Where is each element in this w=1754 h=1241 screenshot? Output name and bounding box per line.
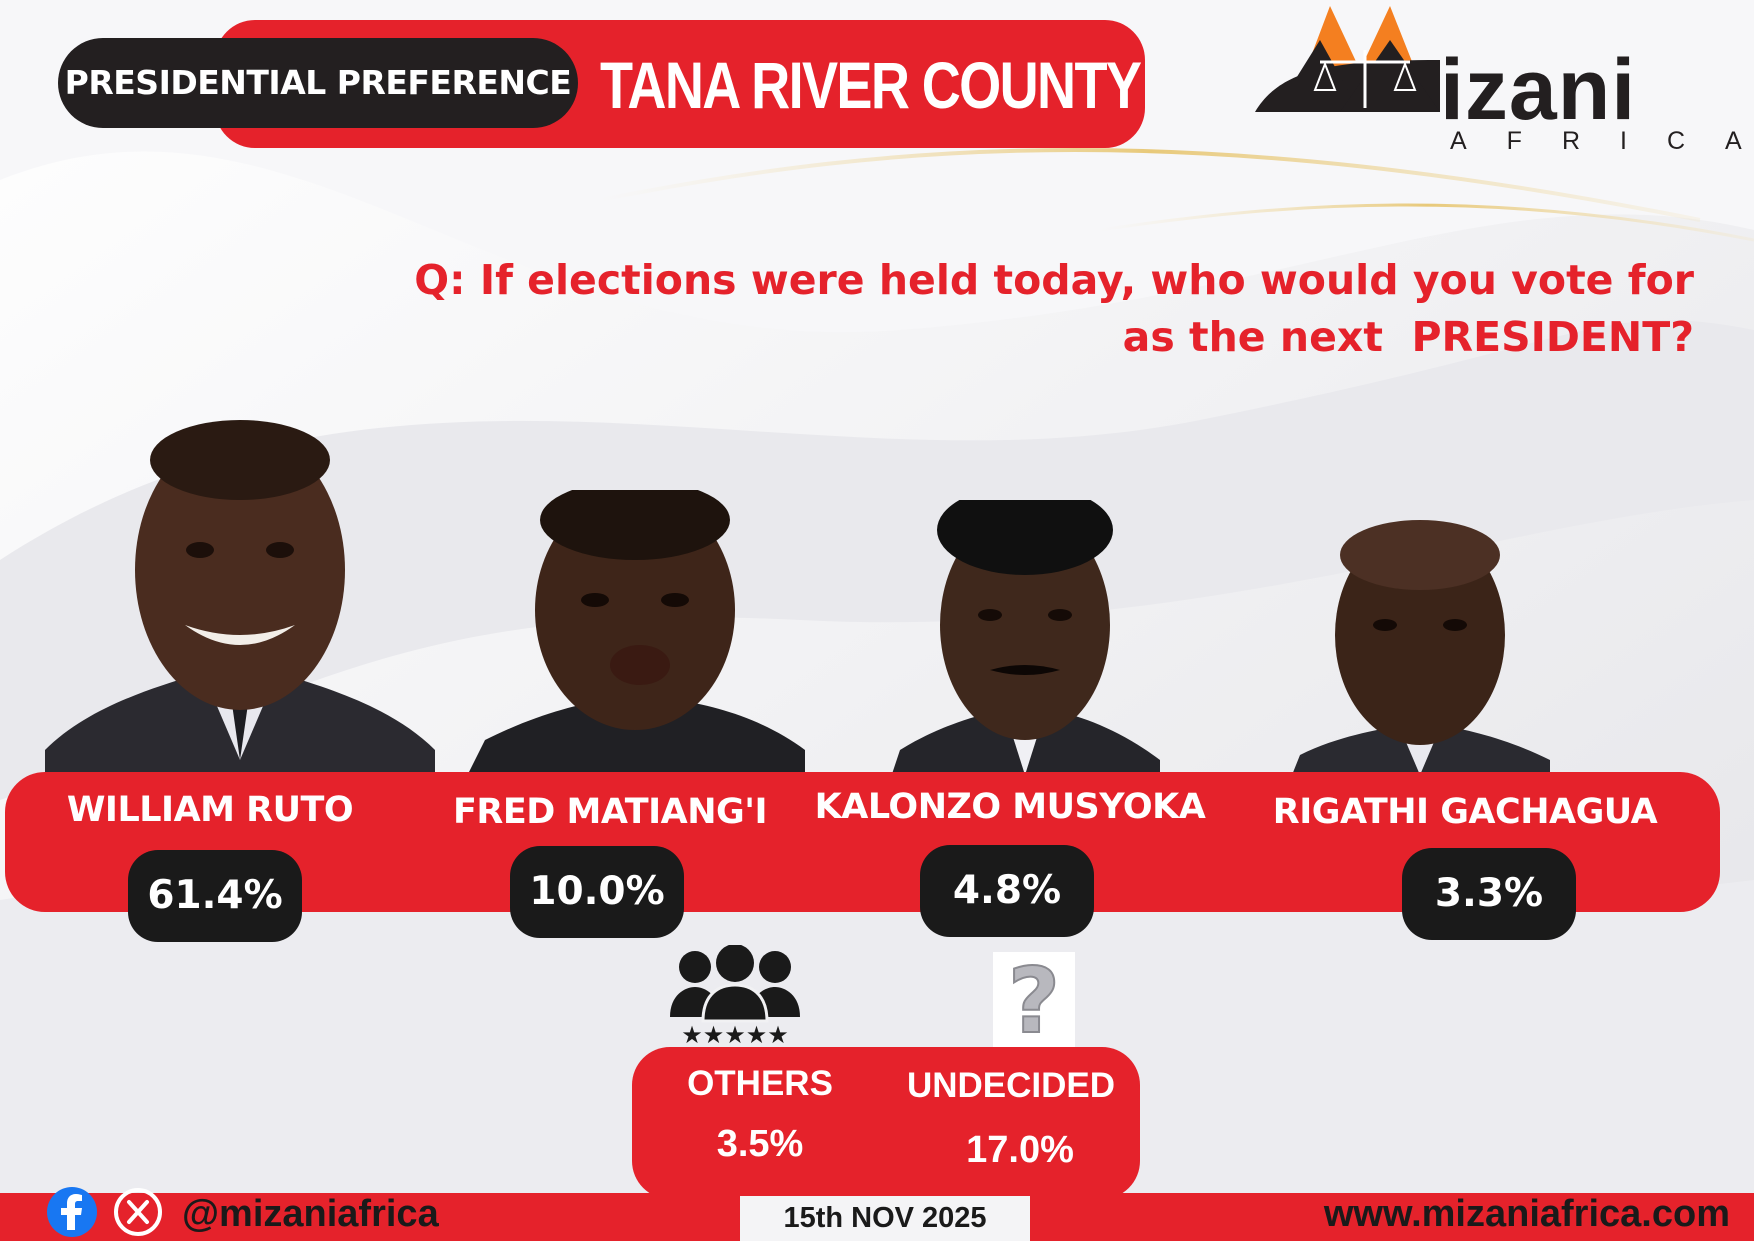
survey-label: PRESIDENTIAL PREFERENCE: [58, 38, 578, 128]
website-link[interactable]: www.mizaniafrica.com: [1323, 1193, 1730, 1235]
candidate-percent: 3.3%: [1402, 848, 1576, 940]
candidate-percent: 4.8%: [920, 845, 1094, 937]
mizani-logo: [1255, 6, 1440, 112]
candidate-name: KALONZO MUSYOKA: [814, 787, 1206, 827]
logo-wordmark: izani: [1440, 42, 1637, 138]
candidate-name: FRED MATIANG'I: [453, 792, 767, 832]
facebook-icon[interactable]: [46, 1186, 98, 1238]
footer-date-panel: [740, 1196, 1030, 1241]
portrait-william-ruto: [45, 420, 435, 780]
social-handle[interactable]: @mizaniafrica: [182, 1193, 439, 1235]
question-mark-icon: ?: [993, 948, 1075, 1055]
question-line-1: Q: If elections were held today, who wou…: [414, 256, 1694, 304]
candidate-name: RIGATHI GACHAGUA: [1272, 792, 1658, 832]
survey-question: Q: If elections were held today, who wou…: [344, 252, 1694, 366]
county-title: TANA RIVER COUNTY: [600, 48, 1142, 122]
logo-subtitle: AFRICA: [1450, 127, 1754, 155]
candidate-percent: 61.4%: [128, 850, 302, 942]
portrait-kalonzo-musyoka: [890, 500, 1160, 780]
x-icon[interactable]: [112, 1186, 164, 1238]
undecided-percent: 17.0%: [966, 1129, 1074, 1171]
portrait-fred-matiangi: [465, 490, 805, 780]
candidate-name: WILLIAM RUTO: [66, 790, 354, 830]
people-group-icon: ★★★★★: [670, 945, 800, 1045]
portrait-rigathi-gachagua: [1290, 520, 1550, 780]
publish-date: 15th NOV 2025: [783, 1202, 987, 1234]
others-percent: 3.5%: [716, 1123, 804, 1165]
svg-text:★★★★★: ★★★★★: [681, 1021, 789, 1045]
candidate-percent: 10.0%: [510, 846, 684, 938]
svg-text:?: ?: [1008, 952, 1060, 1047]
question-line-2: as the next PRESIDENT?: [1122, 313, 1694, 361]
others-undecided-box: [632, 1047, 1140, 1199]
undecided-label: UNDECIDED: [906, 1066, 1116, 1105]
others-label: OTHERS: [687, 1064, 833, 1103]
